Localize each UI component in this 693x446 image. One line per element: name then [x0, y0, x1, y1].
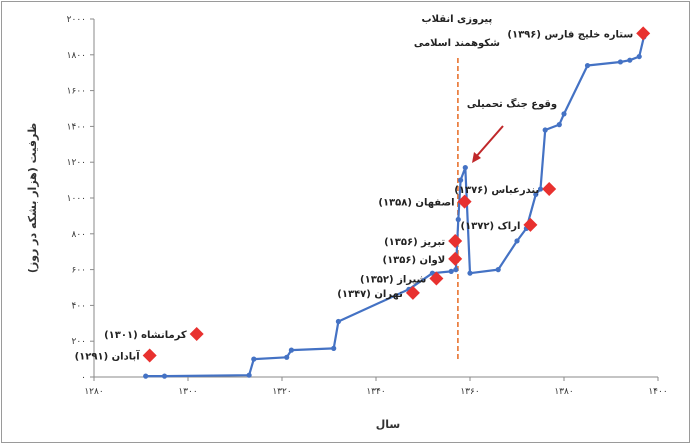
y-tick-label: ۸۰۰ — [71, 230, 86, 240]
refinery-label: آبادان (۱۲۹۱) — [75, 350, 141, 363]
y-tick-label: ۱۶۰۰ — [67, 87, 86, 97]
refinery-label: کرمانشاه (۱۳۰۱) — [104, 330, 187, 341]
data-point — [561, 111, 567, 117]
refinery-label: بندرعباس (۱۳۷۶) — [454, 185, 539, 196]
data-point — [284, 354, 290, 360]
y-tick-label: ۰ — [81, 373, 86, 383]
data-point — [514, 238, 520, 244]
war-arrow-shaft — [474, 125, 504, 159]
y-tick-label: ۴۰۰ — [71, 301, 86, 311]
refinery-label: تهران (۱۳۴۷) — [337, 289, 403, 300]
y-tick-label: ۱۰۰۰ — [67, 194, 86, 204]
data-point — [161, 373, 168, 379]
data-point — [462, 164, 468, 171]
refinery-label: ستاره خلیج فارس (۱۳۹۶) — [507, 29, 633, 40]
y-tick-labels: ۰ ۲۰۰ ۴۰۰ ۶۰۰ ۸۰۰ ۱۰۰۰ ۱۲۰۰ ۱۴۰۰ ۱۶۰۰ ۱۸۰۰ ۲۰۰۰ — [67, 15, 94, 383]
refinery-diamond — [405, 285, 420, 300]
data-point — [458, 177, 464, 183]
refinery-diamond — [542, 182, 557, 197]
data-point — [251, 356, 257, 362]
refinery-diamond — [429, 271, 444, 286]
data-point — [143, 373, 149, 379]
refinery-diamond — [142, 348, 157, 363]
data-point — [453, 267, 459, 273]
annotation-revolution-line2: شکوهمند اسلامی — [414, 38, 500, 49]
refinery-diamond — [189, 327, 204, 342]
refinery-label: تبریز (۱۳۵۶) — [384, 237, 445, 248]
refinery-diamond — [448, 233, 463, 248]
data-point — [627, 57, 633, 63]
war-arrow-head — [472, 152, 481, 163]
data-point — [246, 372, 252, 378]
annotation-war: وقوع جنگ تحمیلی — [467, 98, 557, 110]
data-point — [495, 267, 501, 273]
data-point — [455, 216, 461, 223]
data-point — [448, 268, 454, 274]
y-tick-label: ۱۸۰۰ — [67, 51, 86, 61]
refinery-markers: آبادان (۱۲۹۱) کرمانشاه (۱۳۰۱) تهران (۱۳۴۷)… — [75, 26, 651, 363]
y-tick-label: ۱۴۰۰ — [67, 122, 86, 132]
refinery-label: شیراز (۱۳۵۲) — [360, 275, 427, 286]
refinery-label: اصفهان (۱۳۵۸) — [378, 198, 454, 209]
x-tick-labels: ۱۲۸۰ ۱۳۰۰ ۱۳۲۰ ۱۳۴۰ ۱۳۶۰ ۱۳۸۰ ۱۴۰۰ — [84, 377, 668, 397]
y-axis-title: ظرفیت (هزار بشکه در روز) — [26, 123, 39, 273]
refinery-label: اراک (۱۳۷۲) — [460, 221, 520, 232]
refinery-diamond — [457, 194, 472, 209]
data-point — [467, 270, 473, 276]
x-tick-label: ۱۳۴۰ — [366, 387, 385, 397]
data-point — [636, 53, 642, 60]
data-point — [537, 186, 544, 192]
data-point — [542, 127, 548, 133]
x-axis-title: سال — [376, 418, 401, 431]
y-tick-label: ۲۰۰ — [71, 337, 86, 347]
data-point — [584, 62, 591, 69]
refinery-diamond — [636, 26, 651, 41]
x-tick-label: ۱۳۶۰ — [460, 387, 479, 397]
data-point — [331, 345, 337, 351]
annotation-revolution-line1: پیروزی انقلاب — [422, 14, 493, 25]
axes — [93, 19, 658, 378]
x-tick-label: ۱۳۸۰ — [554, 387, 573, 397]
event-annotations: پیروزی انقلاب شکوهمند اسلامی وقوع جنگ تحمی… — [414, 14, 557, 360]
x-tick-label: ۱۳۰۰ — [178, 387, 197, 397]
data-point — [617, 59, 624, 65]
x-tick-label: ۱۴۰۰ — [648, 387, 667, 397]
y-tick-label: ۱۲۰۰ — [67, 158, 86, 168]
data-point — [335, 318, 341, 325]
data-point — [533, 191, 539, 198]
refinery-diamond — [448, 251, 463, 266]
y-tick-label: ۲۰۰۰ — [67, 15, 86, 25]
x-tick-label: ۱۳۲۰ — [272, 387, 291, 397]
x-tick-label: ۱۲۸۰ — [84, 387, 103, 397]
data-point — [288, 347, 294, 353]
data-point — [556, 122, 562, 128]
refinery-label: لاوان (۱۳۵۶) — [383, 255, 446, 266]
y-tick-label: ۶۰۰ — [71, 266, 86, 276]
refinery-diamond — [523, 217, 538, 232]
